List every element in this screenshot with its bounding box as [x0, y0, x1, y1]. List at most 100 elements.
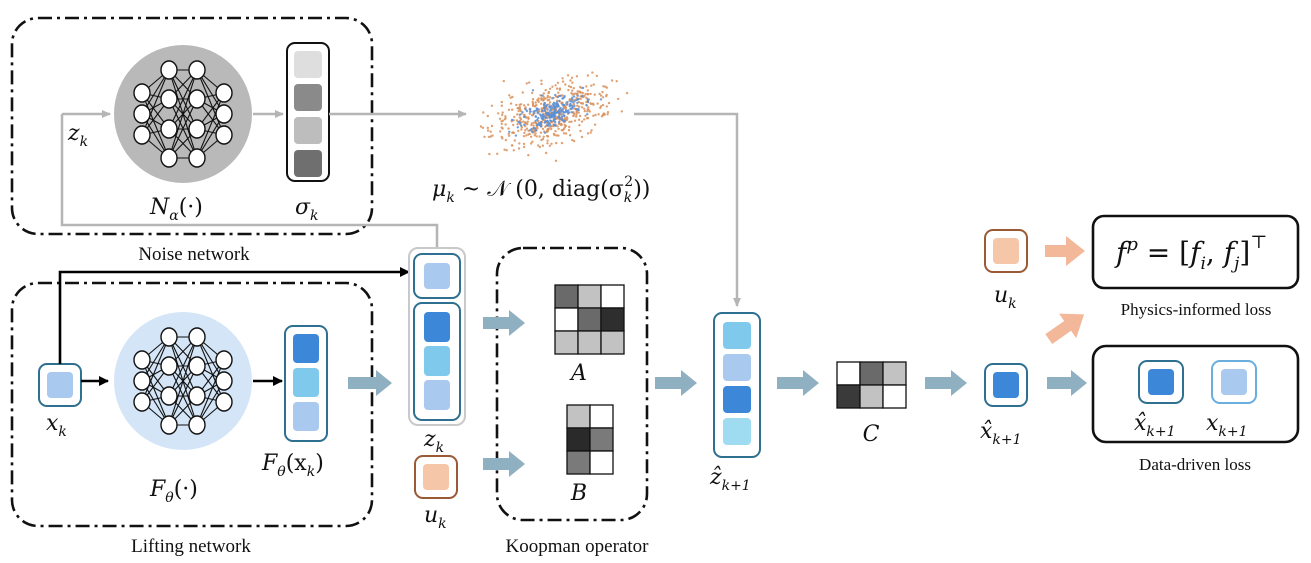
z-hat-label: ẑk+1: [709, 465, 751, 494]
uk-label: uk: [424, 503, 447, 532]
arrow-zk-to-a: [483, 310, 525, 336]
nn-node: [188, 89, 206, 109]
arrow-lift-to-zk: [348, 370, 392, 396]
matrix-cell: [577, 284, 602, 309]
sigma-k-label: σk: [295, 195, 319, 224]
nn-node: [133, 83, 151, 103]
x-hat-cell: [993, 372, 1019, 398]
nn-node: [188, 60, 206, 80]
nn-node: [215, 125, 233, 145]
arrow-zhat-to-c: [777, 370, 819, 396]
nn-node: [133, 104, 151, 124]
zk-stack: [408, 247, 466, 426]
lifting-flow-arrows: [58, 267, 410, 386]
lifting-network-frame: [10, 281, 374, 528]
nn-node: [215, 104, 233, 124]
xk-label: xk: [46, 411, 67, 440]
matrix-cell: [566, 427, 591, 452]
matrix-cell: [859, 361, 884, 386]
noise-network-frame: [10, 16, 374, 236]
matrix-cell: [600, 330, 625, 355]
nn-node: [188, 119, 206, 139]
lifted-feature-vector: [284, 325, 328, 442]
nn-node: [133, 371, 151, 391]
sigma-cell-2: [294, 84, 322, 111]
loss-x-label: xk+1: [1206, 411, 1248, 440]
sigma-vector: [286, 42, 330, 182]
nn-node: [215, 83, 233, 103]
n-alpha-label: Nα(·): [149, 195, 203, 224]
nn-node: [188, 148, 206, 168]
physics-loss-label: Physics-informed loss: [1121, 300, 1272, 319]
matrix-a: [554, 284, 625, 355]
zk-noise-label: zk: [67, 121, 88, 150]
matrix-cell: [554, 307, 579, 332]
input-xk-cell: [47, 372, 73, 398]
physics-loss-box: [1091, 214, 1300, 290]
zk-label: zk: [423, 427, 444, 456]
matrix-cell: [554, 284, 579, 309]
sigma-cell-3: [294, 117, 322, 144]
matrix-b: [566, 404, 614, 475]
nn-node: [133, 350, 151, 370]
arrow-xhat-to-data-loss: [1047, 370, 1087, 396]
noise-distribution-scatter: [479, 71, 629, 162]
matrix-cell: [566, 450, 591, 475]
nn-node: [188, 386, 206, 406]
matrix-cell: [882, 384, 907, 409]
nn-node: [160, 89, 178, 109]
z-hat-vector: [713, 312, 761, 458]
lifting-network-label: Lifting network: [131, 536, 251, 557]
nn-node: [188, 356, 206, 376]
nn-node: [160, 119, 178, 139]
loss-xhat-cell: [1148, 369, 1174, 395]
matrix-a-label: A: [569, 361, 587, 386]
loss-xhat-label: x̂k+1: [1134, 411, 1176, 440]
arrow-koopman-to-zhat: [655, 370, 697, 396]
arrow-uk-to-physics-loss: [1045, 236, 1085, 266]
matrix-cell: [589, 450, 614, 475]
orange-arrows: [1045, 236, 1085, 344]
sigma-cell-1: [294, 51, 322, 78]
nn-node: [160, 415, 178, 435]
nn-node: [133, 392, 151, 412]
matrix-b-label: B: [570, 481, 587, 506]
nn-node: [215, 392, 233, 412]
nn-node: [188, 415, 206, 435]
matrix-c-label: C: [863, 422, 880, 447]
data-loss-box: [1091, 344, 1300, 444]
matrix-cell: [554, 330, 579, 355]
koopman-operator-frame: [495, 246, 649, 522]
noise-flow-lines: [60, 110, 741, 307]
nn-node: [160, 327, 178, 347]
matrix-cell: [566, 404, 591, 429]
control-uk-cell: [993, 238, 1019, 264]
matrix-cell: [589, 427, 614, 452]
matrix-cell: [577, 330, 602, 355]
arrow-c-to-xhat: [925, 370, 967, 396]
control-uk-label: uk: [994, 283, 1017, 312]
x-hat-label: x̂k+1: [980, 419, 1022, 448]
sigma-cell-4: [294, 150, 322, 177]
matrix-cell: [600, 284, 625, 309]
nn-node: [188, 327, 206, 347]
koopman-operator-label: Koopman operator: [506, 536, 650, 557]
matrix-cell: [836, 361, 861, 386]
matrix-c: [836, 361, 907, 409]
block-arrows: [348, 310, 1087, 477]
f-theta-xk-label: Fθ(xk): [261, 451, 324, 480]
matrix-cell: [577, 307, 602, 332]
nn-node: [215, 350, 233, 370]
arrow-uk-to-b: [483, 451, 525, 477]
noise-distribution-formula: μk ~ 𝒩 (0, diag(σk2)): [432, 174, 650, 206]
lifting-neural-network-icon: [114, 312, 252, 450]
nn-node: [160, 386, 178, 406]
nn-node: [133, 125, 151, 145]
data-loss-label: Data-driven loss: [1139, 455, 1251, 474]
nn-node: [160, 356, 178, 376]
arrow-xhat-to-physics-loss: [1045, 313, 1085, 344]
input-uk-cell: [423, 464, 449, 490]
nn-node: [215, 371, 233, 391]
matrix-cell: [600, 307, 625, 332]
